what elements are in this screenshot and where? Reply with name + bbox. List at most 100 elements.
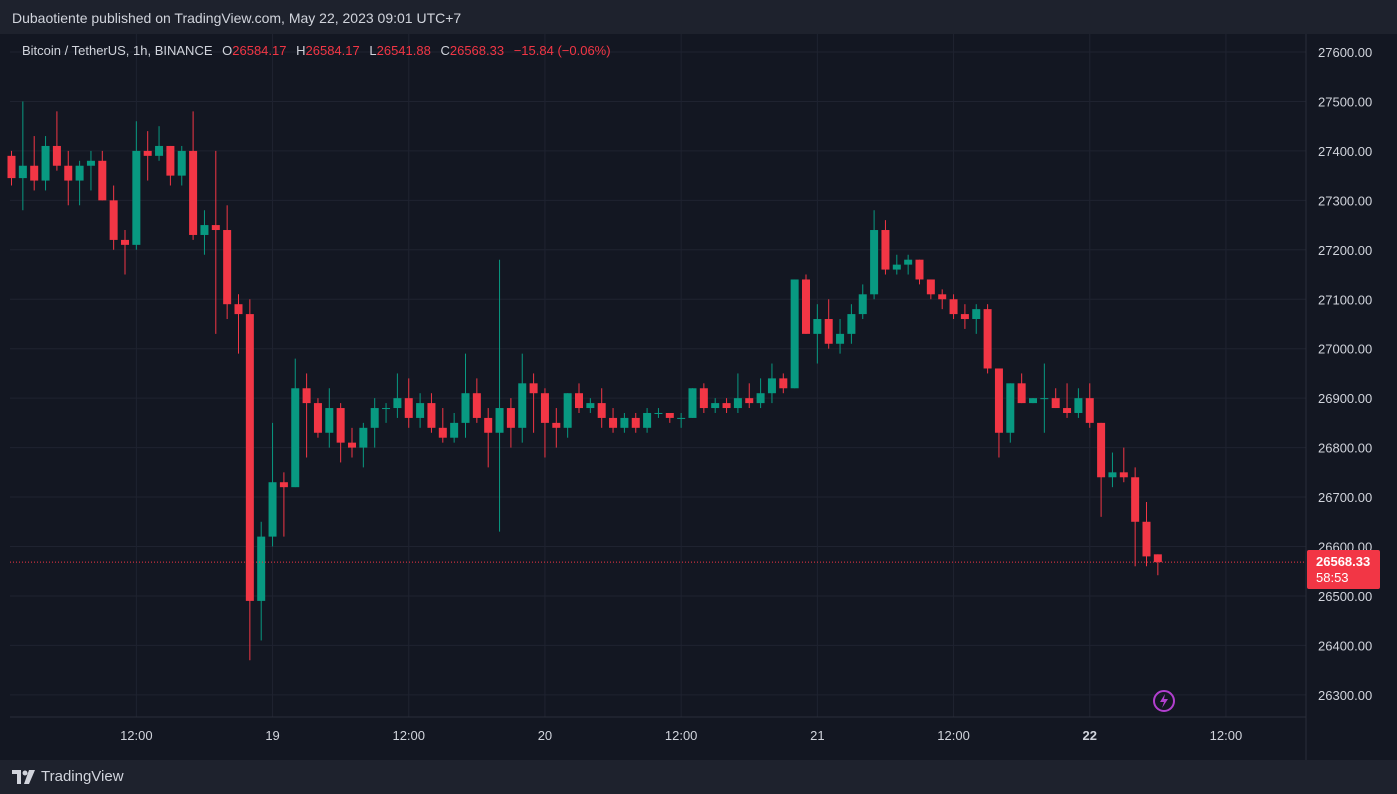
candle-down [631, 412, 640, 433]
candle-body [404, 398, 413, 418]
candle-up [370, 398, 379, 448]
candle-body [1051, 398, 1060, 409]
time-tick-label: 20 [538, 728, 552, 743]
time-tick-label: 12:00 [937, 728, 970, 743]
candle-down [938, 289, 947, 310]
candle-down [472, 378, 481, 423]
price-tick-label: 27200.00 [1318, 243, 1372, 258]
candle-down [665, 412, 674, 423]
candle-down [881, 220, 890, 275]
price-tick-label: 27300.00 [1318, 193, 1372, 208]
candle-down [121, 230, 129, 275]
candle-up [688, 388, 697, 418]
candle-body [257, 536, 266, 601]
candle-body [166, 145, 175, 176]
candle-body [688, 388, 697, 418]
price-axis[interactable]: 27600.00 27500.00 27400.00 27300.00 27200.00… [1305, 34, 1372, 760]
candle-down [30, 136, 39, 191]
candle-body [359, 427, 368, 448]
candle-body [132, 150, 141, 245]
candle-body [1040, 398, 1049, 400]
candle-down [983, 304, 992, 374]
candle-body [597, 403, 606, 418]
candle-down [1063, 383, 1072, 418]
candle-body [881, 230, 890, 270]
candle-down [1142, 501, 1151, 567]
candle-body [654, 412, 663, 414]
candle-up [847, 304, 856, 344]
time-tick-label: 12:00 [392, 728, 425, 743]
candle-down [1131, 467, 1140, 567]
candle-down [313, 398, 322, 438]
candle-up [200, 210, 209, 255]
candle-down [1051, 388, 1060, 409]
candle-body [143, 150, 152, 156]
time-tick-label: 12:00 [665, 728, 698, 743]
candlestick-chart[interactable]: 27600.00 27500.00 27400.00 27300.00 27200.00… [0, 34, 1397, 760]
candle-body [858, 294, 867, 315]
candle-down [960, 304, 969, 329]
candle-body [427, 403, 436, 428]
candle-body [699, 388, 708, 409]
candle-up [711, 398, 720, 413]
high-value: 26584.17 [305, 43, 360, 58]
candle-up [393, 373, 402, 418]
candle-down [609, 408, 618, 433]
low-label: L [369, 43, 377, 58]
candle-body [745, 398, 754, 404]
low-value: 26541.88 [376, 43, 431, 58]
candle-body [279, 482, 288, 488]
candle-body [472, 393, 481, 418]
time-tick-label: 22 [1083, 728, 1097, 743]
lightning-icon[interactable] [1153, 690, 1175, 712]
candle-body [938, 294, 947, 300]
candle-down [336, 403, 345, 463]
candle-up [495, 259, 504, 532]
candle-body [904, 259, 913, 265]
candle-body [915, 259, 924, 280]
candle-up [416, 393, 425, 428]
candle-body [870, 230, 879, 295]
candle-down [234, 294, 243, 354]
candle-up [268, 422, 277, 547]
price-tick-label: 27600.00 [1318, 45, 1372, 60]
chart-area[interactable]: 27600.00 27500.00 27400.00 27300.00 27200.00… [0, 34, 1397, 760]
candle-body [86, 160, 95, 166]
candle-up [858, 284, 867, 320]
tradingview-brand[interactable]: TradingView [12, 768, 124, 785]
time-tick-label: 21 [810, 728, 824, 743]
candle-down [427, 393, 436, 433]
candle-body [30, 165, 39, 181]
candle-up [382, 403, 391, 423]
candle-body [563, 393, 572, 428]
candle-down [1085, 383, 1094, 428]
last-price-value: 26568.33 [1316, 554, 1371, 569]
candle-body [461, 393, 470, 423]
candle-up [75, 160, 84, 206]
candle-up [654, 408, 663, 418]
candle-body [824, 319, 833, 344]
candle-up [461, 353, 470, 438]
candle-body [1006, 383, 1015, 433]
candle-up [767, 363, 776, 404]
candle-body [484, 417, 493, 433]
candle-up [892, 254, 901, 275]
candle-down [506, 398, 515, 448]
candle-body [575, 393, 583, 409]
candle-body [313, 403, 322, 433]
candle-up [1108, 452, 1117, 488]
publish-info: Dubaotiente published on TradingView.com… [12, 10, 462, 26]
candle-body [949, 299, 958, 315]
candle-down [109, 185, 118, 250]
candle-body [643, 412, 652, 428]
price-tick-label: 27000.00 [1318, 342, 1372, 357]
candle-body [302, 388, 311, 404]
candle-body [7, 155, 16, 179]
candle-down [779, 373, 788, 394]
candle-down [189, 111, 198, 240]
candle-down [348, 427, 356, 458]
candle-body [291, 388, 300, 488]
time-axis[interactable]: 12:00 19 12:00 20 12:00 21 12:00 22 12:00 [10, 716, 1306, 743]
candle-up [790, 279, 799, 389]
price-tick-label: 27400.00 [1318, 144, 1372, 159]
